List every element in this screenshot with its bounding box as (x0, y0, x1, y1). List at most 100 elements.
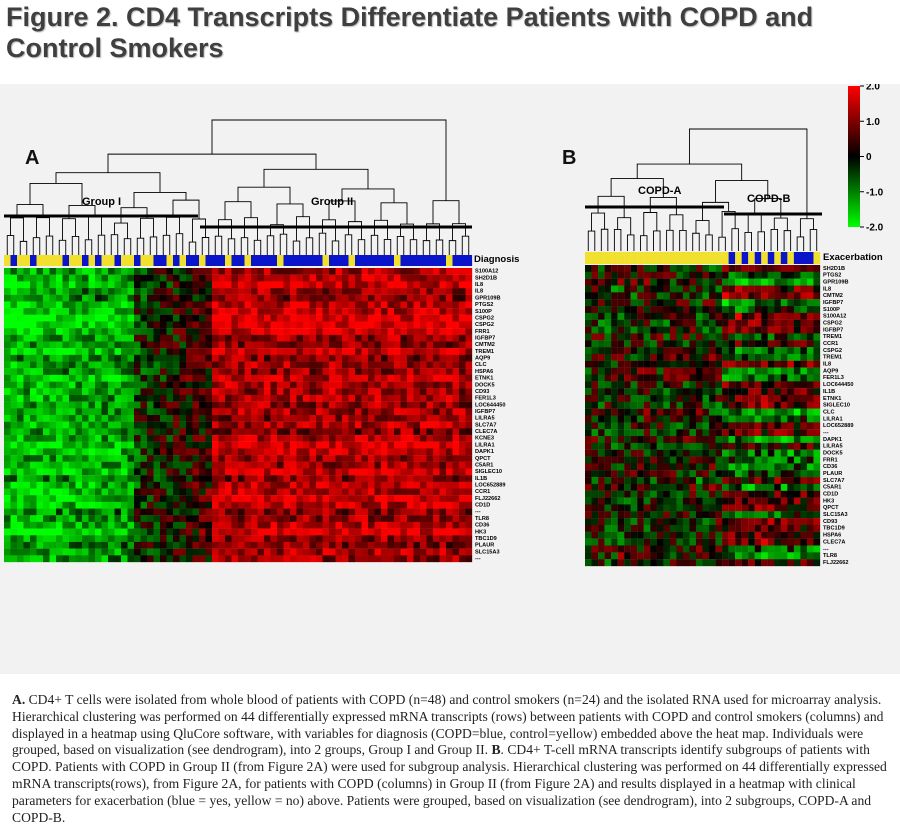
annotation-cell (290, 255, 297, 266)
heatmap-cell (446, 402, 453, 409)
heatmap-cell (631, 347, 638, 354)
heatmap-cell (605, 347, 612, 354)
heatmap-cell (433, 382, 440, 389)
heatmap-cell (729, 504, 736, 511)
heatmap-cell (258, 442, 265, 449)
heatmap-cell (453, 428, 460, 435)
heatmap-cell (585, 450, 592, 457)
heatmap-cell (316, 468, 323, 475)
heatmap-cell (336, 502, 343, 509)
heatmap-cell (303, 435, 310, 442)
heatmap-cell (264, 395, 271, 402)
heatmap-cell (310, 301, 317, 308)
heatmap-cell (37, 382, 44, 389)
heatmap-cell (748, 436, 755, 443)
heatmap-cell (644, 402, 651, 409)
heatmap-cell (193, 422, 200, 429)
heatmap-cell (89, 435, 96, 442)
heatmap-cell (4, 502, 11, 509)
heatmap-cell (336, 522, 343, 529)
heatmap-cell (147, 402, 154, 409)
heatmap-cell (186, 382, 193, 389)
heatmap-cell (193, 268, 200, 275)
heatmap-cell (355, 468, 362, 475)
heatmap-cell (297, 301, 304, 308)
heatmap-cell (193, 462, 200, 469)
heatmap-cell (768, 313, 775, 320)
heatmap-cell (193, 529, 200, 536)
heatmap-cell (206, 342, 213, 349)
annotation-cell (748, 252, 755, 264)
heatmap-cell (598, 272, 605, 279)
heatmap-cell (76, 368, 83, 375)
heatmap-cell (689, 545, 696, 552)
heatmap-cell (676, 457, 683, 464)
heatmap-cell (787, 477, 794, 484)
heatmap-cell (794, 381, 801, 388)
heatmap-cell (180, 415, 187, 422)
heatmap-cell (95, 368, 102, 375)
heatmap-cell (794, 340, 801, 347)
heatmap-cell (342, 368, 349, 375)
heatmap-cell (407, 382, 414, 389)
heatmap-cell (206, 475, 213, 482)
heatmap-cell (303, 542, 310, 549)
panel-b-label: B (562, 147, 576, 169)
heatmap-cell (689, 436, 696, 443)
heatmap-cell (225, 315, 232, 322)
heatmap-cell (141, 555, 148, 562)
heatmap-cell (56, 482, 63, 489)
heatmap-cell (663, 299, 670, 306)
heatmap-cell (24, 382, 31, 389)
heatmap-cell (466, 529, 473, 536)
heatmap-cell (748, 265, 755, 272)
heatmap-cell (755, 545, 762, 552)
heatmap-cell (631, 504, 638, 511)
heatmap-cell (128, 448, 135, 455)
heatmap-cell (76, 435, 83, 442)
heatmap-cell (696, 272, 703, 279)
heatmap-cell (238, 348, 245, 355)
heatmap-cell (755, 484, 762, 491)
heatmap-cell (37, 301, 44, 308)
heatmap-cell (592, 443, 599, 450)
heatmap-cell (219, 455, 226, 462)
heatmap-cell (173, 415, 180, 422)
heatmap-cell (388, 522, 395, 529)
heatmap-cell (624, 395, 631, 402)
dendrogram-branch (771, 229, 778, 251)
row-label: AQP9 (475, 356, 490, 362)
heatmap-cell (440, 281, 447, 288)
heatmap-cell (4, 288, 11, 295)
heatmap-cell (349, 515, 356, 522)
heatmap-cell (206, 288, 213, 295)
heatmap-cell (755, 539, 762, 546)
heatmap-cell (264, 529, 271, 536)
heatmap-cell (446, 388, 453, 395)
heatmap-cell (24, 315, 31, 322)
heatmap-cell (800, 347, 807, 354)
heatmap-cell (433, 408, 440, 415)
heatmap-cell (657, 484, 664, 491)
heatmap-cell (716, 552, 723, 559)
heatmap-cell (440, 428, 447, 435)
heatmap-cell (722, 272, 729, 279)
heatmap-cell (368, 408, 375, 415)
heatmap-cell (800, 539, 807, 546)
heatmap-cell (199, 489, 206, 496)
heatmap-cell (466, 535, 473, 542)
heatmap-cell (329, 281, 336, 288)
heatmap-cell (375, 375, 382, 382)
heatmap-cell (258, 315, 265, 322)
heatmap-cell (787, 333, 794, 340)
heatmap-cell (618, 436, 625, 443)
annotation-cell (663, 252, 670, 264)
heatmap-cell (807, 532, 814, 539)
dendrogram-branch (241, 238, 248, 255)
heatmap-cell (297, 321, 304, 328)
heatmap-cell (76, 288, 83, 295)
heatmap-cell (310, 288, 317, 295)
heatmap-cell (657, 333, 664, 340)
heatmap-cell (128, 335, 135, 342)
heatmap-cell (50, 408, 57, 415)
